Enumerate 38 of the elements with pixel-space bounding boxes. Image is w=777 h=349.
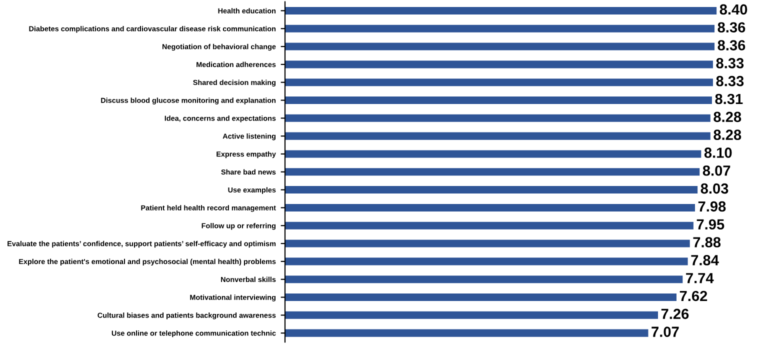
bar [285, 240, 690, 248]
data-label: 8.31 [715, 94, 743, 104]
data-label: 8.40 [720, 4, 748, 15]
data-label: 8.33 [716, 58, 744, 68]
data-label: 8.10 [704, 148, 732, 158]
bar [285, 329, 648, 337]
bar [285, 168, 700, 176]
data-label: 8.07 [702, 165, 730, 176]
data-label: 7.07 [652, 326, 679, 337]
data-label: 8.36 [718, 40, 746, 50]
data-label: 7.98 [698, 201, 726, 212]
bar [285, 186, 698, 194]
data-label: 8.28 [714, 112, 742, 122]
bar [285, 222, 694, 230]
data-label: 8.33 [716, 76, 744, 86]
data-label: 7.84 [691, 255, 719, 266]
bar [285, 78, 713, 86]
data-label: 8.28 [714, 130, 742, 140]
data-label: 8.36 [718, 22, 746, 33]
data-label: 7.95 [696, 219, 724, 230]
bar [285, 276, 683, 284]
bar [285, 96, 712, 104]
bar [285, 150, 702, 158]
bar [285, 60, 713, 68]
data-label: 7.26 [661, 308, 689, 320]
data-label: 7.88 [693, 237, 721, 248]
bar [285, 293, 676, 302]
bar [285, 114, 710, 122]
data-label: 7.62 [680, 290, 708, 302]
bar [285, 311, 658, 319]
bar [285, 258, 688, 266]
bar [285, 204, 695, 212]
bar [285, 24, 715, 32]
data-label: 7.74 [686, 273, 714, 284]
bar [285, 6, 717, 14]
bar [285, 42, 715, 50]
data-label: 8.03 [700, 183, 728, 194]
bar [285, 132, 710, 140]
